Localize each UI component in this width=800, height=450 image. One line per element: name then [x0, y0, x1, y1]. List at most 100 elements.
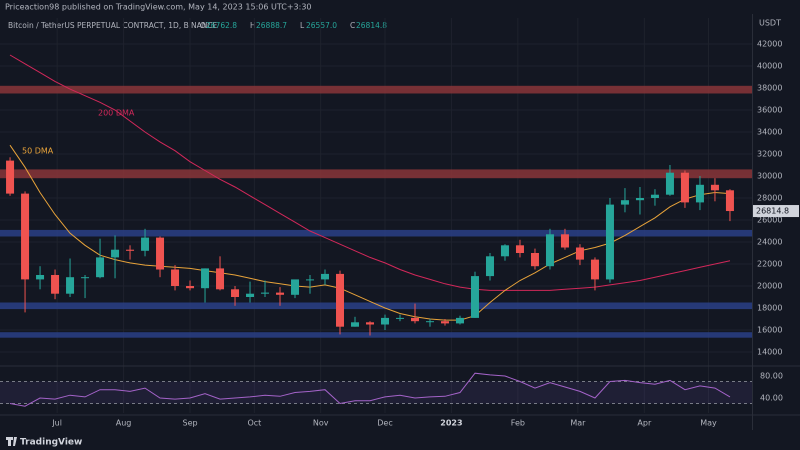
- x-tick-label: Mar: [570, 419, 586, 428]
- candle-body: [710, 184, 719, 191]
- zone: [0, 229, 752, 237]
- candle-body: [620, 200, 629, 205]
- x-tick-label: May: [700, 419, 717, 428]
- candle-body: [126, 249, 135, 251]
- candle-body: [665, 172, 674, 195]
- x-tick-label: Aug: [116, 419, 132, 428]
- ohlc-value: 26888.7: [256, 21, 287, 30]
- candle-body: [141, 237, 150, 251]
- candle-body: [336, 273, 345, 327]
- candle-body: [380, 317, 389, 325]
- zone: [0, 332, 752, 338]
- candle-body: [21, 193, 30, 280]
- ohlc-value: 26762.8: [206, 21, 237, 30]
- candle-body: [231, 289, 240, 297]
- candle-body: [680, 172, 689, 203]
- y-tick-label: 22000: [757, 259, 782, 268]
- price-unit: USDT: [759, 19, 781, 28]
- candle-body: [635, 198, 644, 201]
- candle-body: [246, 293, 255, 297]
- candle-body: [470, 276, 479, 318]
- y-tick-label: 20000: [757, 281, 782, 290]
- x-tick-label: Feb: [511, 419, 525, 428]
- candle-body: [6, 160, 15, 194]
- x-tick-label: Nov: [313, 419, 329, 428]
- y-tick-label: 34000: [757, 128, 782, 137]
- candle-body: [410, 317, 419, 322]
- moving-average: [9, 54, 731, 291]
- ma-label: 200 DMA: [98, 109, 135, 118]
- y-tick-label: 32000: [757, 150, 782, 159]
- x-tick-label: Jul: [51, 419, 62, 428]
- candle-body: [321, 273, 330, 280]
- candle-body: [96, 257, 105, 278]
- y-tick-label: 28000: [757, 194, 782, 203]
- rsi-line: [9, 372, 731, 407]
- price-tag-bg: [753, 205, 799, 218]
- ohlc-key: O: [200, 21, 206, 30]
- candle-body: [66, 277, 75, 294]
- y-tick-label: 24000: [757, 238, 782, 247]
- candle-body: [605, 204, 614, 280]
- candle-body: [485, 256, 494, 277]
- x-tick-label: Sep: [182, 419, 197, 428]
- y-tick-label: 30000: [757, 172, 782, 181]
- zone: [0, 302, 752, 310]
- candle-body: [216, 268, 225, 290]
- published-note: Priceaction98 published on TradingView.c…: [5, 3, 312, 12]
- brand: TradingView: [6, 437, 82, 448]
- candle-body: [395, 317, 404, 319]
- candle-body: [201, 268, 210, 289]
- candle-body: [186, 285, 195, 289]
- candle-body: [725, 190, 734, 212]
- candle-body: [440, 321, 449, 324]
- candle-body: [590, 259, 599, 280]
- y-tick-label: 26000: [757, 216, 782, 225]
- y-tick-label: 18000: [757, 303, 782, 312]
- candle-body: [351, 322, 360, 327]
- candle-body: [560, 234, 569, 248]
- brand-name: TradingView: [20, 438, 82, 448]
- ma-label: 50 DMA: [22, 147, 54, 156]
- brand-logo: [6, 437, 17, 446]
- candle-body: [530, 252, 539, 267]
- candle-body: [366, 322, 375, 325]
- candle-body: [455, 317, 464, 324]
- candle-body: [650, 194, 659, 199]
- y-tick-label: 14000: [757, 347, 782, 356]
- zone: [0, 169, 752, 179]
- candle-body: [36, 274, 45, 280]
- zone: [0, 85, 752, 94]
- candle-body: [500, 245, 509, 257]
- candle-body: [425, 321, 434, 323]
- candle-body: [515, 245, 524, 253]
- x-tick-label: Dec: [377, 419, 392, 428]
- candle-body: [51, 274, 60, 294]
- ohlc-key: H: [250, 21, 256, 30]
- candle-body: [695, 184, 704, 203]
- y-tick-label: 38000: [757, 84, 782, 93]
- rsi-tick-label: 80.00: [760, 371, 783, 380]
- candle-body: [575, 247, 584, 260]
- rsi-band: [0, 381, 752, 404]
- y-tick-label: 40000: [757, 62, 782, 71]
- x-tick-label: 2023: [440, 419, 462, 428]
- y-tick-label: 42000: [757, 40, 782, 49]
- rsi-tick-label: 40.00: [760, 393, 783, 402]
- candle-body: [156, 237, 165, 270]
- candle-body: [111, 249, 120, 258]
- ohlc-key: C: [350, 21, 355, 30]
- ohlc-value: 26557.0: [306, 21, 337, 30]
- x-tick-label: Oct: [247, 419, 261, 428]
- price-tag: 26814.8: [756, 207, 789, 216]
- x-tick-label: Apr: [637, 419, 652, 428]
- y-tick-label: 16000: [757, 325, 782, 334]
- symbol-title: Bitcoin / TetherUS PERPETUAL CONTRACT, 1…: [8, 21, 218, 30]
- candle-body: [291, 279, 300, 295]
- y-tick-label: 36000: [757, 106, 782, 115]
- candle-body: [276, 292, 285, 295]
- candle-body: [171, 269, 180, 286]
- ohlc-key: L: [300, 21, 305, 30]
